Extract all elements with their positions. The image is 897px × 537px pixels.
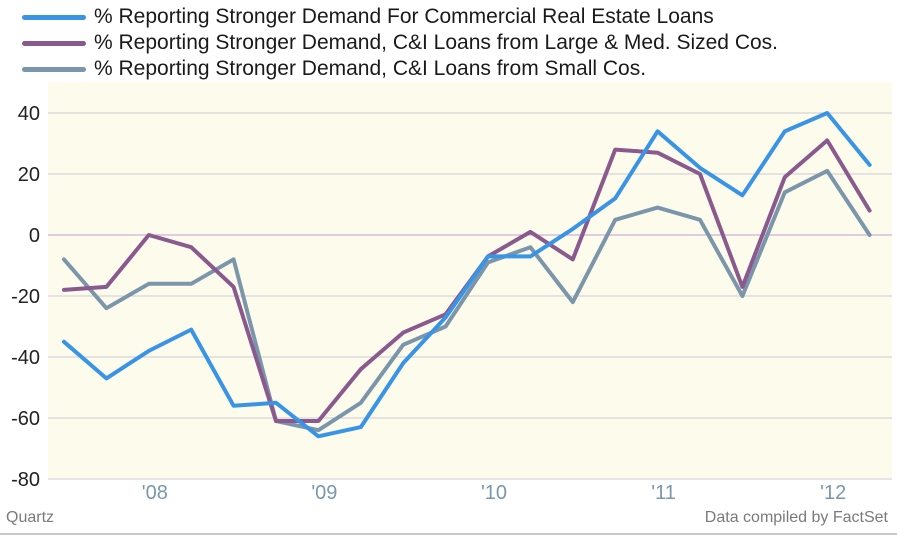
source-left: Quartz xyxy=(6,509,55,526)
y-tick-label: -20 xyxy=(11,286,40,308)
x-tick-label: '12 xyxy=(820,482,846,504)
legend-item-large-med: % Reporting Stronger Demand, C&I Loans f… xyxy=(22,30,778,56)
legend-item-small: % Reporting Stronger Demand, C&I Loans f… xyxy=(22,56,778,82)
x-tick-label: '10 xyxy=(481,482,507,504)
y-tick-label: 20 xyxy=(18,164,40,186)
grid-lines xyxy=(48,112,892,480)
legend-swatch-large-med xyxy=(22,40,86,46)
legend-item-cre: % Reporting Stronger Demand For Commerci… xyxy=(22,4,778,30)
legend-label-cre: % Reporting Stronger Demand For Commerci… xyxy=(94,5,714,28)
legend-label-large-med: % Reporting Stronger Demand, C&I Loans f… xyxy=(94,31,778,54)
x-tick-label: '11 xyxy=(651,482,676,504)
y-tick-label: -40 xyxy=(11,347,40,369)
bottom-rule xyxy=(0,533,897,535)
x-tick-label: '08 xyxy=(142,482,168,504)
series-line-2 xyxy=(62,168,872,433)
y-tick-label: -60 xyxy=(11,408,40,430)
source-right: Data compiled by FactSet xyxy=(704,509,888,526)
legend-swatch-small xyxy=(22,66,86,72)
x-axis-ticks: '08 '09 '10 '11 '12 xyxy=(142,482,846,504)
y-tick-label: 0 xyxy=(29,225,40,247)
legend-label-small: % Reporting Stronger Demand, C&I Loans f… xyxy=(94,57,647,80)
y-tick-label: 40 xyxy=(18,103,40,125)
x-tick-label: '09 xyxy=(311,482,337,504)
y-axis-ticks: 40 20 0 -20 -40 -60 -80 xyxy=(11,103,40,491)
y-tick-label: -80 xyxy=(11,469,40,491)
legend: % Reporting Stronger Demand For Commerci… xyxy=(22,4,778,82)
series-layer xyxy=(62,111,872,439)
series-line-0 xyxy=(62,111,872,439)
legend-swatch-cre xyxy=(22,14,86,20)
